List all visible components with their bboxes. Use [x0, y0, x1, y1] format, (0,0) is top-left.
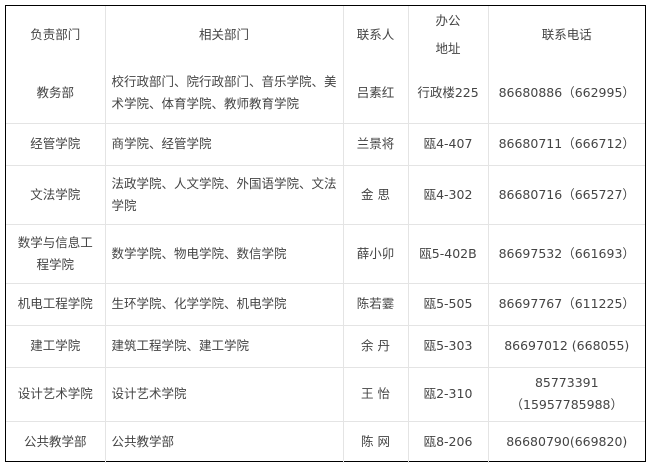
phone-cell: 86680711（666712）: [487, 122, 645, 166]
contact-cell: 余 丹: [342, 324, 409, 368]
office-cell: 瓯5-505: [407, 282, 489, 326]
contact-cell: 吕素红: [342, 64, 409, 124]
contact-cell: 薛小卯: [342, 223, 409, 284]
related-cell: 数学学院、物电学院、数信学院: [104, 223, 344, 284]
contact-cell: 兰景将: [342, 122, 409, 166]
related-cell: 校行政部门、院行政部门、音乐学院、美术学院、体育学院、教师教育学院: [104, 64, 344, 124]
table-row: 经管学院 商学院、经管学院 兰景将 瓯4-407 86680711（666712）: [6, 122, 645, 166]
phone-cell: 86680790(669820): [487, 420, 645, 463]
phone-cell: 86697532（661693）: [487, 223, 645, 284]
header-office: 办公 地址: [407, 6, 489, 64]
contact-cell: 陈若霎: [342, 282, 409, 326]
dept-cell: 教务部: [6, 64, 106, 124]
dept-cell: 公共教学部: [6, 420, 106, 463]
header-contact: 联系人: [342, 6, 409, 64]
phone-cell: 85773391（15957785988）: [487, 366, 645, 422]
office-cell: 瓯4-407: [407, 122, 489, 166]
table-row: 数学与信息工程学院 数学学院、物电学院、数信学院 薛小卯 瓯5-402B 8669753…: [6, 223, 645, 284]
related-cell: 法政学院、人文学院、外国语学院、文法学院: [104, 164, 344, 225]
header-dept: 负责部门: [6, 6, 106, 64]
related-cell: 建筑工程学院、建工学院: [104, 324, 344, 368]
phone-cell: 86680716（665727）: [487, 164, 645, 225]
contact-cell: 王 怡: [342, 366, 409, 422]
phone-cell: 86697767（611225）: [487, 282, 645, 326]
contact-table: 负责部门 相关部门 联系人 办公地址 联系电话 教务部 校行政部门、院行政部门、音…: [6, 6, 645, 463]
office-cell: 瓯8-206: [407, 420, 489, 463]
contact-cell: 金 思: [342, 164, 409, 225]
dept-cell: 机电工程学院: [6, 282, 106, 326]
header-office-line1: 办公: [435, 13, 461, 28]
office-cell: 行政楼225: [407, 64, 489, 124]
phone-cell: 86680886（662995）: [487, 64, 645, 124]
dept-cell: 建工学院: [6, 324, 106, 368]
related-cell: 设计艺术学院: [104, 366, 344, 422]
related-cell: 公共教学部: [104, 420, 344, 463]
dept-cell: 文法学院: [6, 164, 106, 225]
office-cell: 瓯4-302: [407, 164, 489, 225]
header-office-line2: 地址: [435, 41, 461, 56]
related-cell: 生环学院、化学学院、机电学院: [104, 282, 344, 326]
header-row: 负责部门 相关部门 联系人 办公地址 联系电话: [6, 6, 645, 64]
table-row: 公共教学部 公共教学部陈 网瓯8-206 86680790(669820): [6, 420, 645, 463]
dept-cell: 经管学院: [6, 122, 106, 166]
header-phone: 联系电话: [487, 6, 645, 64]
table-row: 教务部 校行政部门、院行政部门、音乐学院、美术学院、体育学院、教师教育学院 吕素红行…: [6, 64, 645, 124]
table-row: 文法学院 法政学院、人文学院、外国语学院、文法学院金 思瓯4-302 8668071…: [6, 164, 645, 225]
table-row: 建工学院 建筑工程学院、建工学院余 丹瓯5-303 86697012 (668055…: [6, 324, 645, 368]
dept-cell: 设计艺术学院: [6, 366, 106, 422]
dept-cell: 数学与信息工程学院: [6, 223, 106, 284]
office-cell: 瓯5-402B: [407, 223, 489, 284]
header-related: 相关部门: [104, 6, 344, 64]
contact-table-frame: 负责部门 相关部门 联系人 办公地址 联系电话 教务部 校行政部门、院行政部门、音…: [5, 5, 646, 463]
office-cell: 瓯2-310: [407, 366, 489, 422]
phone-cell: 86697012 (668055): [487, 324, 645, 368]
related-cell: 商学院、经管学院: [104, 122, 344, 166]
office-cell: 瓯5-303: [407, 324, 489, 368]
contact-cell: 陈 网: [342, 420, 409, 463]
table-row: 设计艺术学院 设计艺术学院王 怡瓯2-310 85773391（1595778598…: [6, 366, 645, 422]
table-row: 机电工程学院 生环学院、化学学院、机电学院 陈若霎 瓯5-505 86697767（61…: [6, 282, 645, 326]
